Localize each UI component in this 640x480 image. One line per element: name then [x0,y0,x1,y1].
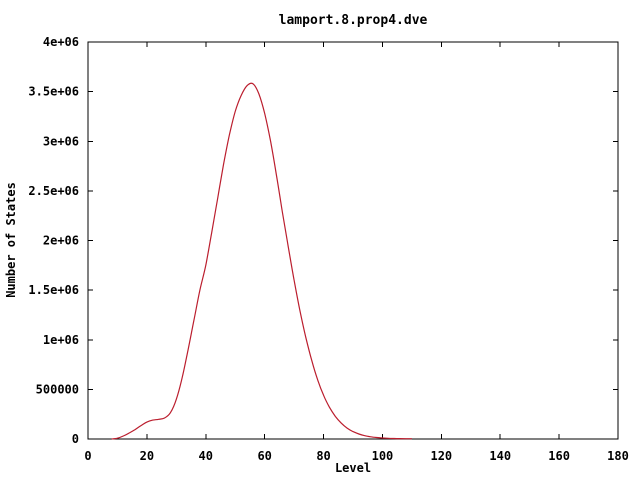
y-axis-label: Number of States [4,182,18,298]
y-tick-label: 0 [72,432,79,446]
y-tick-label: 1e+06 [43,333,79,347]
data-curve [111,82,412,440]
y-tick-label: 2e+06 [43,234,79,248]
y-tick-label: 2.5e+06 [28,184,79,198]
x-tick-label: 80 [316,449,330,463]
y-tick-label: 3e+06 [43,134,79,148]
x-tick-label: 60 [257,449,271,463]
x-tick-label: 20 [140,449,154,463]
x-tick-label: 0 [84,449,91,463]
tick-labels: 0 20 40 60 80 100 120 140 160 180 0 500000 1e+06 1.5e… [28,35,628,463]
y-tick-label: 1.5e+06 [28,283,79,297]
plot-frame [87,41,619,440]
x-tick-label: 160 [548,449,570,463]
axis-frame [87,41,619,440]
x-tick-label: 140 [489,449,511,463]
x-axis-label: Level [335,461,371,475]
y-tick-label: 4e+06 [43,35,79,49]
x-tick-label: 180 [607,449,629,463]
x-tick-label: 100 [372,449,394,463]
y-tick-label: 500000 [36,382,79,396]
chart-title: lamport.8.prop4.dve [279,13,428,28]
x-tick-label: 120 [430,449,452,463]
x-tick-label: 40 [199,449,213,463]
y-tick-label: 3.5e+06 [28,85,79,99]
